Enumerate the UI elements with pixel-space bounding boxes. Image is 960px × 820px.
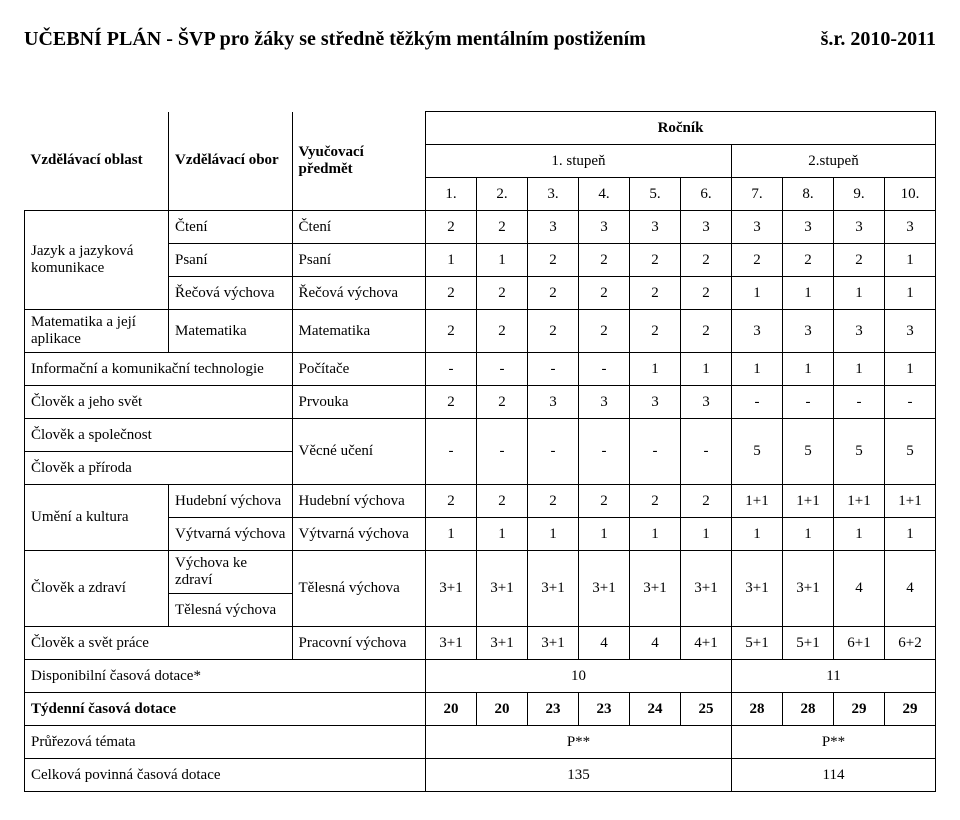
subj-vytvarna: Výtvarná výchova [292,518,425,551]
area-priroda: Člověk a příroda [25,452,293,485]
subj-mat: Matematika [292,310,425,353]
grade-num: 1. [425,178,476,211]
obor-mat: Matematika [168,310,292,353]
subj-pracovni: Pracovní výchova [292,627,425,660]
subj-recova: Řečová výchova [292,277,425,310]
area-zdravi: Člověk a zdraví [25,551,169,627]
area-prace: Člověk a svět práce [25,627,293,660]
area-svet: Člověk a jeho svět [25,386,293,419]
grade-num: 10. [884,178,935,211]
grade-num: 9. [833,178,884,211]
area-jazyk: Jazyk a jazyková komunikace [25,211,169,310]
hdr-obor: Vzdělávací obor [168,112,292,211]
hdr-stupen1: 1. stupeň [425,145,731,178]
obor-vytvarna: Výtvarná výchova [168,518,292,551]
subj-telesna: Tělesná výchova [292,551,425,627]
subj-psani: Psaní [292,244,425,277]
grade-num: 7. [731,178,782,211]
grade-num: 4. [578,178,629,211]
grade-num: 6. [680,178,731,211]
grade-num: 3. [527,178,578,211]
hdr-subj: Vyučovací předmět [292,112,425,211]
subj-vecne: Věcné učení [292,419,425,485]
obor-tv: Tělesná výchova [168,594,292,627]
school-year: š.r. 2010-2011 [821,28,936,51]
hdr-stupen2: 2.stupeň [731,145,935,178]
grade-num: 8. [782,178,833,211]
page-title: UČEBNÍ PLÁN - ŠVP pro žáky se středně tě… [24,28,646,51]
area-ikt: Informační a komunikační technologie [25,353,293,386]
subj-prvouka: Prvouka [292,386,425,419]
grade-num: 2. [476,178,527,211]
row-dispo: Disponibilní časová dotace* [25,660,426,693]
obor-hudebni: Hudební výchova [168,485,292,518]
row-prurez: Průřezová témata [25,726,426,759]
obor-recova: Řečová výchova [168,277,292,310]
hdr-area: Vzdělávací oblast [25,112,169,211]
grade-num: 5. [629,178,680,211]
hdr-rocnik: Ročník [425,112,935,145]
row-tyden: Týdenní časová dotace [25,693,426,726]
curriculum-table: Vzdělávací oblast Vzdělávací obor Vyučov… [24,111,936,792]
obor-psani: Psaní [168,244,292,277]
subj-hudebni: Hudební výchova [292,485,425,518]
row-celkova: Celková povinná časová dotace [25,759,426,792]
obor-cteni: Čtení [168,211,292,244]
area-umeni: Umění a kultura [25,485,169,551]
area-spolecnost: Člověk a společnost [25,419,293,452]
obor-vkz: Výchova ke zdraví [168,551,292,594]
subj-cteni: Čtení [292,211,425,244]
area-mat: Matematika a její aplikace [25,310,169,353]
subj-pocitace: Počítače [292,353,425,386]
